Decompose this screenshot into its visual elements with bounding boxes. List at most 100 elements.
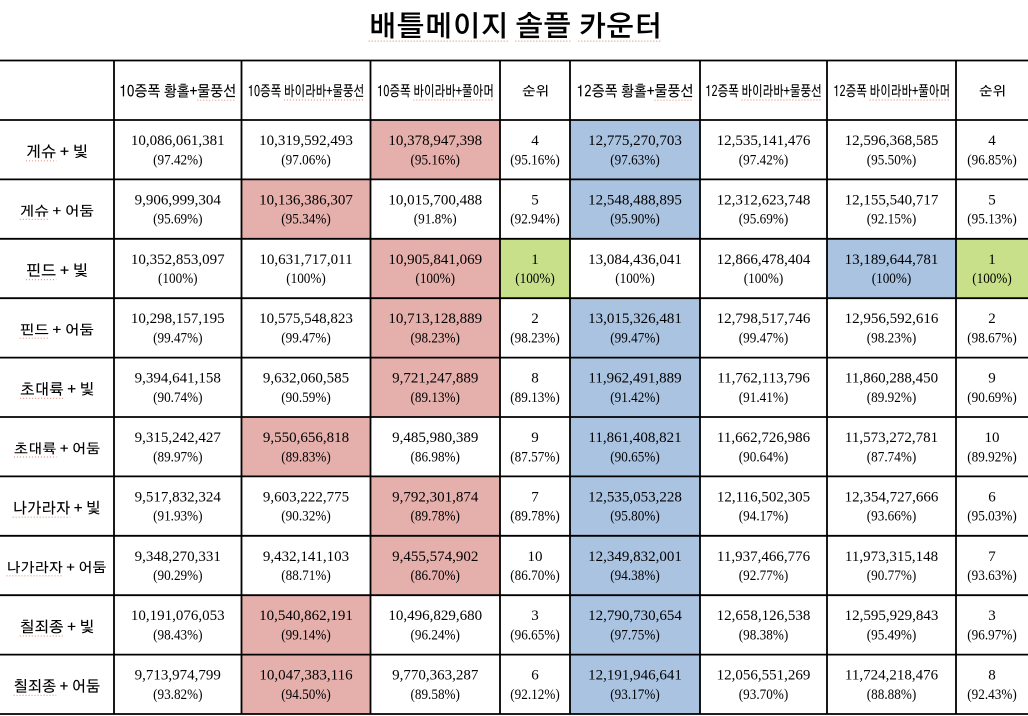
svg-text:9: 9 [531,430,539,446]
svg-text:11,937,466,776: 11,937,466,776 [717,549,811,565]
svg-text:8: 8 [531,371,539,387]
svg-text:12,790,730,654: 12,790,730,654 [588,608,682,624]
svg-text:10,378,947,398: 10,378,947,398 [388,133,482,149]
svg-text:(88.88%): (88.88%) [867,686,917,703]
svg-text:12,798,517,746: 12,798,517,746 [717,311,811,327]
svg-text:(99.47%): (99.47%) [610,330,660,347]
svg-text:(90.69%): (90.69%) [967,389,1017,406]
svg-text:10,015,700,488: 10,015,700,488 [388,192,482,208]
svg-text:(92.77%): (92.77%) [739,567,789,584]
svg-text:13,084,436,041: 13,084,436,041 [588,252,682,268]
svg-text:3: 3 [988,608,996,624]
svg-text:(95.80%): (95.80%) [610,508,660,525]
svg-text:(89.83%): (89.83%) [281,449,331,466]
svg-text:(89.92%): (89.92%) [867,389,917,406]
svg-text:12,596,368,585: 12,596,368,585 [845,133,939,149]
svg-text:11,962,491,889: 11,962,491,889 [588,371,681,387]
svg-text:(95.16%): (95.16%) [510,152,560,169]
svg-text:(86.98%): (86.98%) [410,449,460,466]
svg-text:(90.59%): (90.59%) [281,389,331,406]
svg-text:11,860,288,450: 11,860,288,450 [845,371,938,387]
svg-text:11,861,408,821: 11,861,408,821 [588,430,681,446]
svg-text:13,189,644,781: 13,189,644,781 [845,252,939,268]
svg-text:(95.90%): (95.90%) [610,211,660,228]
svg-text:(89.78%): (89.78%) [510,508,560,525]
svg-text:10,319,592,493: 10,319,592,493 [259,133,353,149]
svg-text:(95.69%): (95.69%) [739,211,789,228]
svg-text:10,086,061,381: 10,086,061,381 [131,133,225,149]
svg-text:11,762,113,796: 11,762,113,796 [717,371,810,387]
svg-text:(92.43%): (92.43%) [967,686,1017,703]
svg-text:(89.92%): (89.92%) [967,449,1017,466]
svg-text:(97.06%): (97.06%) [281,152,331,169]
svg-text:(100%): (100%) [872,270,912,287]
svg-text:10,540,862,191: 10,540,862,191 [259,608,353,624]
svg-text:(97.42%): (97.42%) [739,152,789,169]
svg-text:10: 10 [528,549,543,565]
svg-text:10: 10 [985,430,1000,446]
svg-text:9,713,974,799: 9,713,974,799 [135,668,221,684]
svg-text:(91.93%): (91.93%) [153,508,203,525]
svg-text:(99.47%): (99.47%) [153,330,203,347]
svg-text:9,348,270,331: 9,348,270,331 [135,549,221,565]
svg-text:(90.74%): (90.74%) [153,389,203,406]
svg-text:10,352,853,097: 10,352,853,097 [131,252,225,268]
svg-text:(88.71%): (88.71%) [281,567,331,584]
svg-text:12,191,946,641: 12,191,946,641 [588,668,682,684]
svg-text:9,632,060,585: 9,632,060,585 [263,371,349,387]
svg-text:(100%): (100%) [158,270,198,287]
svg-text:(98.38%): (98.38%) [739,627,789,644]
svg-text:(94.50%): (94.50%) [281,686,331,703]
svg-text:(98.23%): (98.23%) [867,330,917,347]
svg-text:(96.65%): (96.65%) [510,627,560,644]
svg-text:10,631,717,011: 10,631,717,011 [259,252,352,268]
svg-text:(100%): (100%) [615,270,655,287]
svg-text:12,658,126,538: 12,658,126,538 [717,608,811,624]
svg-text:10,905,841,069: 10,905,841,069 [388,252,482,268]
svg-text:1: 1 [531,252,539,268]
svg-text:(99.47%): (99.47%) [281,330,331,347]
svg-text:(90.64%): (90.64%) [739,449,789,466]
svg-text:11,973,315,148: 11,973,315,148 [845,549,938,565]
svg-text:12,535,141,476: 12,535,141,476 [717,133,811,149]
svg-text:(96.85%): (96.85%) [967,152,1017,169]
svg-text:6: 6 [531,668,539,684]
svg-text:11,573,272,781: 11,573,272,781 [845,430,938,446]
svg-text:(87.74%): (87.74%) [867,449,917,466]
svg-text:(100%): (100%) [415,270,455,287]
svg-text:(91.8%): (91.8%) [414,211,457,228]
svg-text:7: 7 [988,549,996,565]
svg-text:5: 5 [531,192,539,208]
svg-text:4: 4 [988,133,996,149]
svg-text:(99.47%): (99.47%) [739,330,789,347]
svg-text:9,906,999,304: 9,906,999,304 [135,192,222,208]
svg-text:(99.14%): (99.14%) [281,627,331,644]
svg-text:9,455,574,902: 9,455,574,902 [392,549,478,565]
svg-text:(94.38%): (94.38%) [610,567,660,584]
svg-text:3: 3 [531,608,539,624]
svg-text:(97.75%): (97.75%) [610,627,660,644]
svg-text:12,548,488,895: 12,548,488,895 [588,192,682,208]
svg-text:(86.70%): (86.70%) [510,567,560,584]
svg-text:4: 4 [531,133,539,149]
svg-text:(86.70%): (86.70%) [410,567,460,584]
svg-text:6: 6 [988,489,996,505]
svg-text:(93.17%): (93.17%) [610,686,660,703]
svg-text:9,394,641,158: 9,394,641,158 [135,371,221,387]
svg-text:(95.13%): (95.13%) [967,211,1017,228]
svg-text:(95.16%): (95.16%) [410,152,460,169]
svg-text:(98.23%): (98.23%) [410,330,460,347]
svg-text:9,603,222,775: 9,603,222,775 [263,489,349,505]
svg-text:13,015,326,481: 13,015,326,481 [588,311,682,327]
svg-text:9,485,980,389: 9,485,980,389 [392,430,478,446]
svg-text:12,866,478,404: 12,866,478,404 [717,252,811,268]
svg-text:(89.78%): (89.78%) [410,508,460,525]
svg-text:10,047,383,116: 10,047,383,116 [259,668,353,684]
svg-text:(97.63%): (97.63%) [610,152,660,169]
svg-text:5: 5 [988,192,996,208]
svg-text:10,713,128,889: 10,713,128,889 [388,311,482,327]
svg-text:(95.69%): (95.69%) [153,211,203,228]
svg-text:10,191,076,053: 10,191,076,053 [131,608,225,624]
svg-text:(100%): (100%) [972,270,1012,287]
svg-text:(93.66%): (93.66%) [867,508,917,525]
